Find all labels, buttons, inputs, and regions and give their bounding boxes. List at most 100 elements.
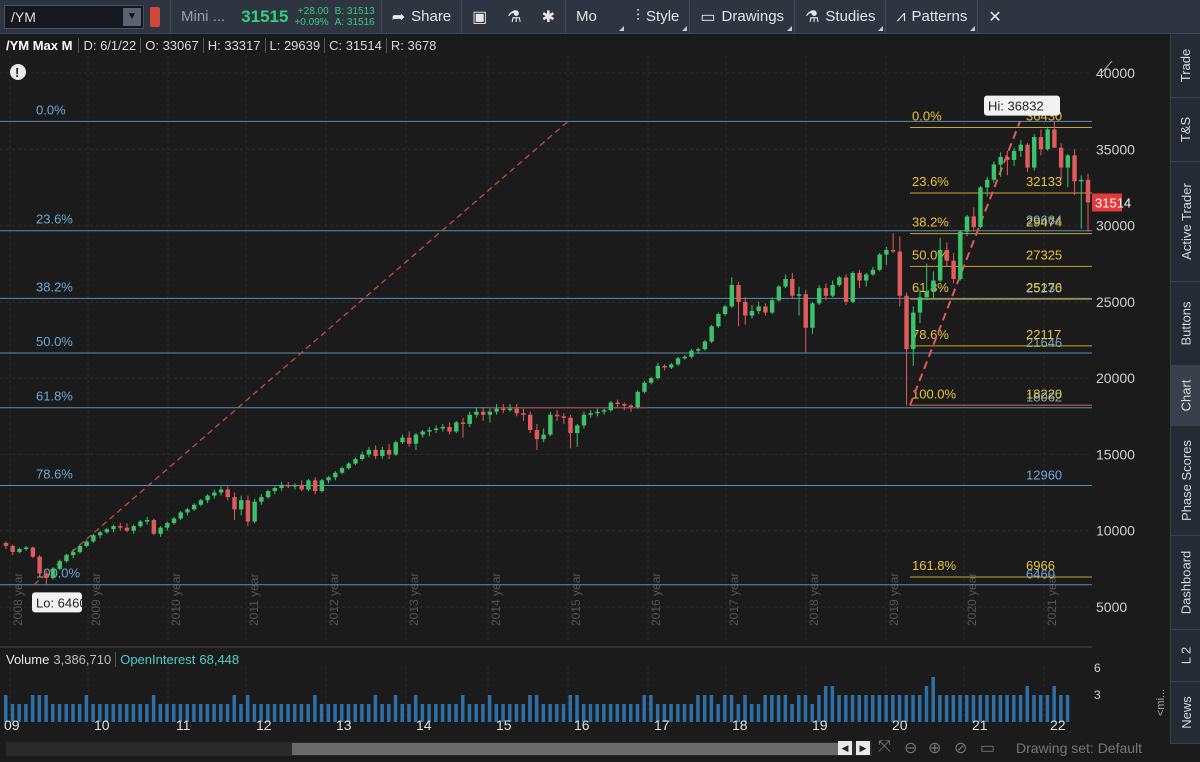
contract-name: Mini ... xyxy=(181,8,226,25)
volume-bar xyxy=(1005,695,1009,722)
candle-up xyxy=(830,285,835,296)
volume-bar xyxy=(212,704,216,722)
candle-up xyxy=(978,187,983,228)
year-label: 2013 year xyxy=(407,573,421,626)
volume-bar xyxy=(555,704,559,722)
candle-up xyxy=(420,431,425,435)
symbol-dropdown-icon[interactable]: ▼ xyxy=(123,7,141,26)
tab-label: Dashboard xyxy=(1178,550,1194,615)
candle-down xyxy=(480,411,486,415)
candle-up xyxy=(205,495,210,501)
candle-up xyxy=(548,414,553,435)
bid-value: B: 31513 xyxy=(334,5,375,17)
candle-down xyxy=(662,365,667,368)
tab-label: News xyxy=(1178,696,1194,729)
candle-up xyxy=(64,555,69,562)
header-close: C: 31514 xyxy=(324,37,386,53)
aggregation-button[interactable]: Mo xyxy=(566,0,626,34)
tab-l-2[interactable]: L 2 xyxy=(1171,630,1200,682)
price-chart[interactable]: 40000 35000 30000 25000 20000 15000 10000 5000 2… xyxy=(0,56,1170,738)
current-price-label: 31514 xyxy=(1095,195,1131,210)
candle-down xyxy=(447,426,452,432)
candle-up xyxy=(346,463,351,469)
volume-bar xyxy=(400,704,405,722)
candle-up xyxy=(218,489,224,493)
tab-active-trader[interactable]: Active Trader xyxy=(1171,162,1200,282)
candle-up xyxy=(675,358,681,365)
snapshot-button[interactable]: ▣ xyxy=(462,0,497,34)
last-price: 31515 xyxy=(241,6,289,26)
symbol-input[interactable]: /YM ▼ xyxy=(4,4,144,29)
scroll-track[interactable] xyxy=(6,742,872,756)
year-label: 2008 year xyxy=(11,573,25,626)
scroll-left-icon[interactable]: ◀ xyxy=(838,741,852,755)
fib-short-value-label: 25176 xyxy=(1026,280,1062,295)
tab-buttons[interactable]: Buttons xyxy=(1171,282,1200,366)
fib-short-percent-label: 0.0% xyxy=(912,108,942,123)
volume-bar xyxy=(413,695,418,722)
tab-t-s[interactable]: T&S xyxy=(1171,98,1200,162)
settings-button[interactable]: ✱ xyxy=(532,0,565,34)
volume-bar xyxy=(178,704,183,722)
drawing-set-label[interactable]: Drawing set: Default xyxy=(1016,740,1143,756)
studies-button[interactable]: ⚗ Studies xyxy=(795,0,885,34)
volume-bar xyxy=(474,704,478,722)
zoom-reset-icon[interactable]: ⊘ xyxy=(954,740,968,757)
candle-up xyxy=(884,249,889,255)
drawings-button[interactable]: ▭ Drawings xyxy=(690,0,794,34)
tab-phase-scores[interactable]: Phase Scores xyxy=(1171,426,1200,536)
flask-button[interactable]: ⚗ xyxy=(497,0,531,34)
symbol-text: /YM xyxy=(11,8,36,25)
main-toolbar: /YM ▼ Mini ... 31515 +28.00 +0.09% B: 31… xyxy=(0,0,1200,34)
style-button[interactable]: ⫶ Style xyxy=(626,0,689,34)
volume-bar xyxy=(622,704,626,722)
volume-bar xyxy=(790,704,794,722)
separator xyxy=(885,0,887,34)
volume-bar xyxy=(467,704,472,722)
tab-trade[interactable]: Trade xyxy=(1171,34,1200,98)
pan-icon[interactable]: ⤧ xyxy=(878,738,891,755)
scroll-thumb[interactable] xyxy=(292,743,840,755)
volume-bar xyxy=(608,704,613,722)
volume-bar xyxy=(124,704,129,722)
candle-up xyxy=(440,426,446,429)
tab-news[interactable]: News xyxy=(1171,682,1200,744)
tab-chart[interactable]: Chart xyxy=(1171,366,1200,426)
volume-bar xyxy=(938,695,942,722)
tab-label: L 2 xyxy=(1178,646,1194,665)
candle-up xyxy=(71,552,76,556)
candle-down xyxy=(823,288,829,296)
volume-bar xyxy=(10,704,15,722)
fib-trend-line xyxy=(33,120,569,586)
fit-icon[interactable]: ▭ xyxy=(980,740,996,757)
fib-short-percent-label: 23.6% xyxy=(912,174,949,189)
scroll-right-icon[interactable]: ▶ xyxy=(856,741,870,755)
drawings-label: Drawings xyxy=(721,8,785,25)
volume-bar xyxy=(884,695,888,722)
x-axis-label: 12 xyxy=(256,717,272,733)
volume-bar xyxy=(1052,686,1056,722)
candle-up xyxy=(648,378,654,383)
zoom-in-icon[interactable]: ⊕ xyxy=(928,740,942,757)
volume-bar xyxy=(340,704,344,722)
candle-up xyxy=(104,529,110,533)
volume-bar xyxy=(763,695,767,722)
volume-bar xyxy=(145,704,149,722)
tab-dashboard[interactable]: Dashboard xyxy=(1171,536,1200,630)
share-button[interactable]: ➦ Share xyxy=(382,0,461,34)
year-label: 2021 year xyxy=(1045,573,1059,626)
volume-bar xyxy=(917,695,922,722)
candle-down xyxy=(790,278,795,296)
alert-icon[interactable] xyxy=(10,64,26,80)
separator xyxy=(380,0,382,34)
horizontal-scrollbar[interactable]: ◀ ▶ xyxy=(0,738,1170,762)
candle-up xyxy=(877,254,882,270)
close-button[interactable]: ✕ xyxy=(978,0,1011,34)
volume-bar xyxy=(958,695,962,722)
candle-up xyxy=(131,526,136,531)
link-color-indicator[interactable] xyxy=(150,6,160,27)
zoom-out-icon[interactable]: ⊖ xyxy=(904,740,918,757)
volume-bar xyxy=(931,677,935,722)
patterns-button[interactable]: ⩘ Patterns xyxy=(886,0,977,34)
candle-up xyxy=(991,164,997,180)
